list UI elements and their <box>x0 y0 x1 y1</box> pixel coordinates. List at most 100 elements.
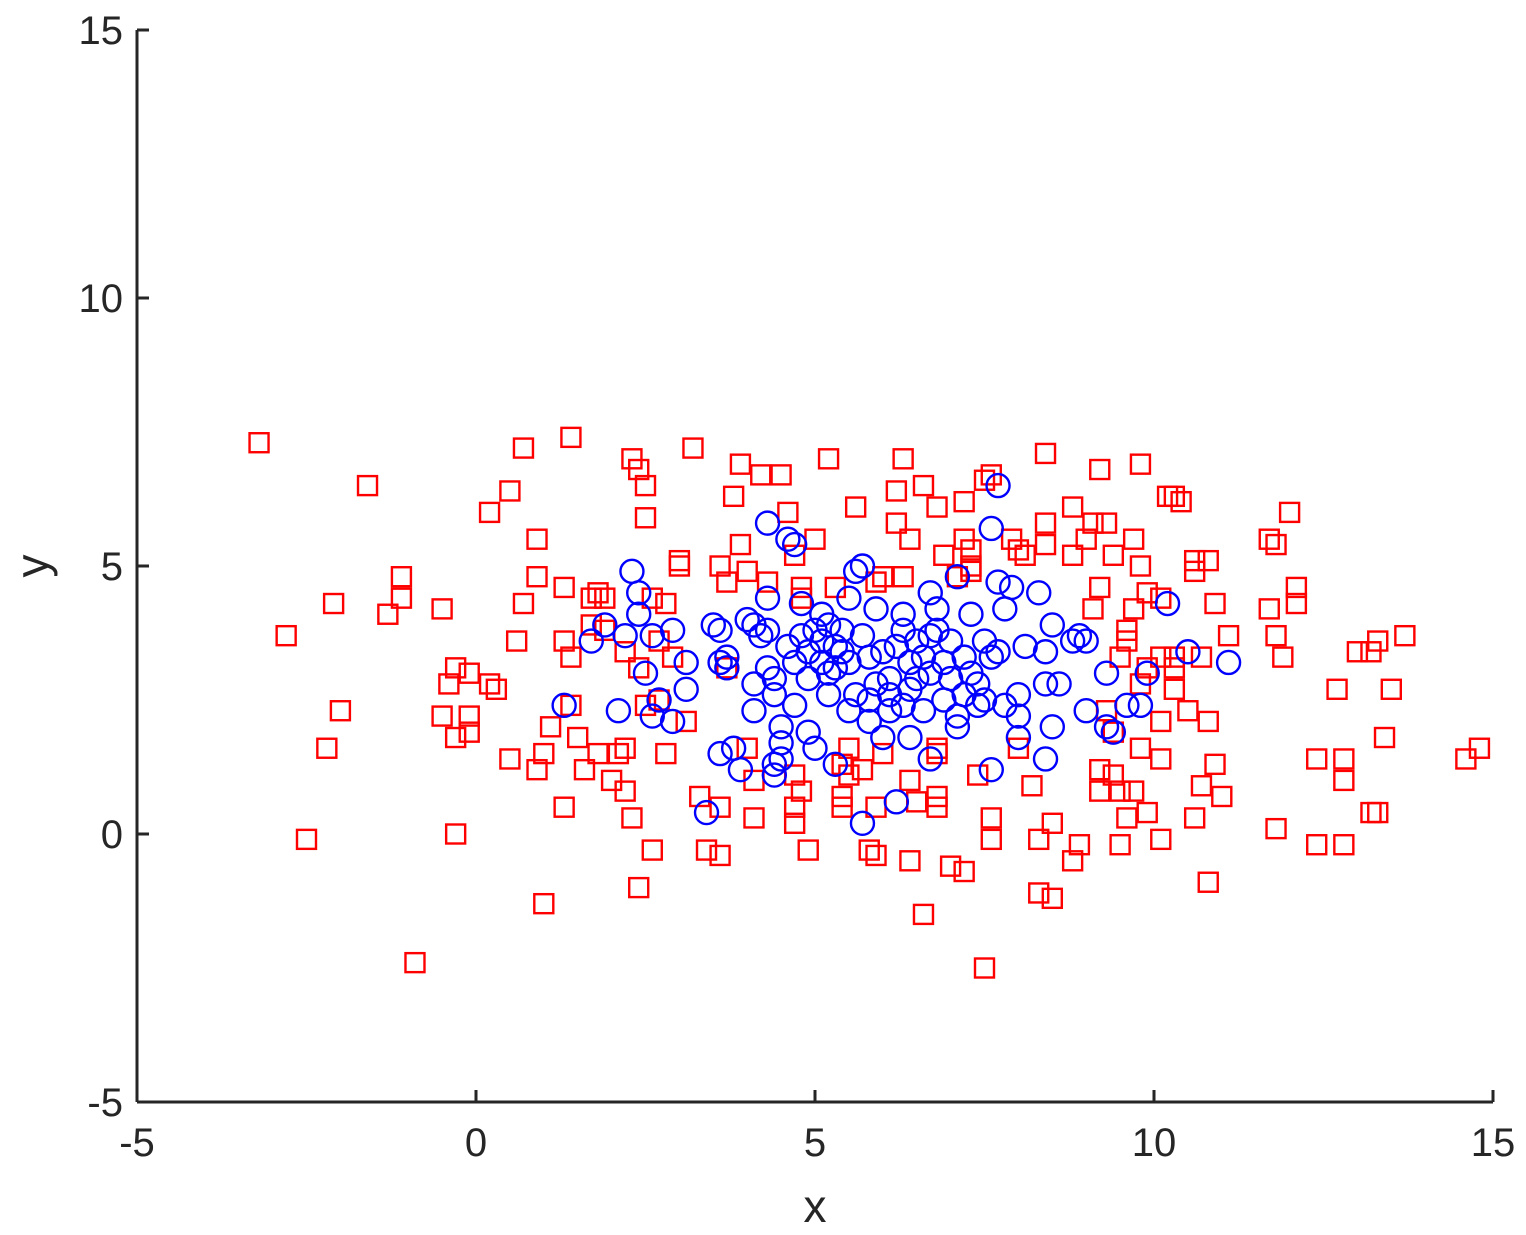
data-point-square <box>533 742 555 765</box>
data-point-square <box>1150 828 1172 851</box>
data-point-circle <box>626 580 652 606</box>
data-point-square <box>953 490 975 513</box>
data-point-square <box>1468 737 1491 759</box>
data-point-square <box>682 437 704 459</box>
data-point-square <box>926 785 948 808</box>
data-point-circle <box>727 756 754 783</box>
data-point-square <box>1061 496 1084 518</box>
data-point-square <box>390 587 413 609</box>
y-tick-label: 15 <box>79 9 124 53</box>
data-point-circle <box>944 714 971 740</box>
data-point-square <box>1116 807 1138 829</box>
data-point-square <box>614 737 636 759</box>
data-point-square <box>390 566 413 588</box>
data-point-circle <box>1073 628 1099 654</box>
data-point-square <box>1122 780 1145 802</box>
data-point-square <box>783 544 806 566</box>
data-point-square <box>628 876 650 899</box>
x-tick-label: 10 <box>1132 1121 1177 1165</box>
data-point-square <box>851 758 874 781</box>
data-point-square <box>560 694 582 717</box>
data-point-square <box>1095 512 1118 534</box>
data-point-square <box>607 742 630 765</box>
data-point-square <box>1163 657 1186 679</box>
data-point-circle <box>659 708 686 735</box>
data-point-square <box>1278 501 1301 524</box>
data-point-square <box>1163 678 1186 700</box>
data-point-square <box>729 533 752 556</box>
data-point-circle <box>876 698 903 724</box>
y-axis-label: y <box>6 555 58 578</box>
data-point-square <box>750 464 772 486</box>
data-point-square <box>1089 758 1111 781</box>
data-point-square <box>377 603 399 625</box>
data-point-square <box>1014 544 1036 566</box>
data-point-square <box>641 839 663 861</box>
y-tick-label: -5 <box>87 1081 123 1125</box>
data-point-circle <box>578 628 604 654</box>
data-point-circle <box>822 633 849 660</box>
data-point-square <box>553 630 575 652</box>
data-point-square <box>1102 544 1125 566</box>
data-point-square <box>553 796 575 818</box>
data-point-square <box>831 785 853 808</box>
data-point-circle <box>870 639 896 665</box>
data-point-square <box>478 673 501 695</box>
data-point-square <box>1367 801 1389 824</box>
data-point-square <box>1306 748 1328 770</box>
data-point-square <box>580 614 602 636</box>
data-point-circle <box>842 558 869 585</box>
data-point-square <box>709 844 731 867</box>
y-tick-label: 5 <box>101 545 123 589</box>
data-point-circle <box>659 617 686 644</box>
data-point-square <box>817 448 840 470</box>
data-point-square <box>505 630 528 652</box>
data-point-circle <box>965 692 991 719</box>
data-point-circle <box>1066 622 1093 649</box>
data-point-circle <box>1005 724 1032 751</box>
data-point-square <box>790 780 813 802</box>
data-point-square <box>526 528 548 550</box>
data-point-circle <box>978 756 1004 783</box>
data-point-circle <box>836 585 862 611</box>
data-point-square <box>1109 646 1131 668</box>
data-point-square <box>485 678 508 700</box>
data-point-square <box>899 850 921 872</box>
data-point-square <box>1122 598 1145 620</box>
data-point-square <box>634 474 657 497</box>
data-point-square <box>499 748 521 770</box>
data-point-square <box>899 769 921 792</box>
data-point-square <box>777 501 799 524</box>
data-point-square <box>892 448 914 470</box>
data-point-square <box>573 758 596 781</box>
data-point-square <box>1007 539 1030 561</box>
data-point-circle <box>768 730 794 756</box>
data-point-circle <box>693 799 720 826</box>
y-ticks: -5 0 5 10 15 <box>79 9 149 1125</box>
data-point-square <box>1258 598 1280 620</box>
data-point-square <box>1129 555 1152 577</box>
data-point-circle <box>917 746 943 772</box>
data-point-circle <box>1032 746 1059 772</box>
data-point-square <box>980 807 1002 829</box>
data-point-square <box>655 592 677 615</box>
data-point-square <box>1265 533 1287 556</box>
data-point-circle <box>775 526 801 552</box>
data-point-square <box>1150 646 1172 668</box>
data-point-square <box>783 812 806 834</box>
data-point-square <box>858 839 880 861</box>
data-point-circle <box>1114 692 1140 719</box>
x-tick-label: -5 <box>119 1121 155 1165</box>
data-point-square <box>1285 592 1308 615</box>
data-point-square <box>1197 710 1219 733</box>
data-point-square <box>1136 582 1158 604</box>
data-point-square <box>736 737 758 759</box>
data-point-square <box>248 432 270 454</box>
data-point-circle <box>768 746 794 772</box>
data-point-square <box>1028 828 1050 851</box>
data-point-square <box>1102 721 1125 743</box>
data-point-square <box>1455 748 1477 770</box>
data-point-circle <box>1154 590 1181 617</box>
data-point-square <box>872 566 894 588</box>
